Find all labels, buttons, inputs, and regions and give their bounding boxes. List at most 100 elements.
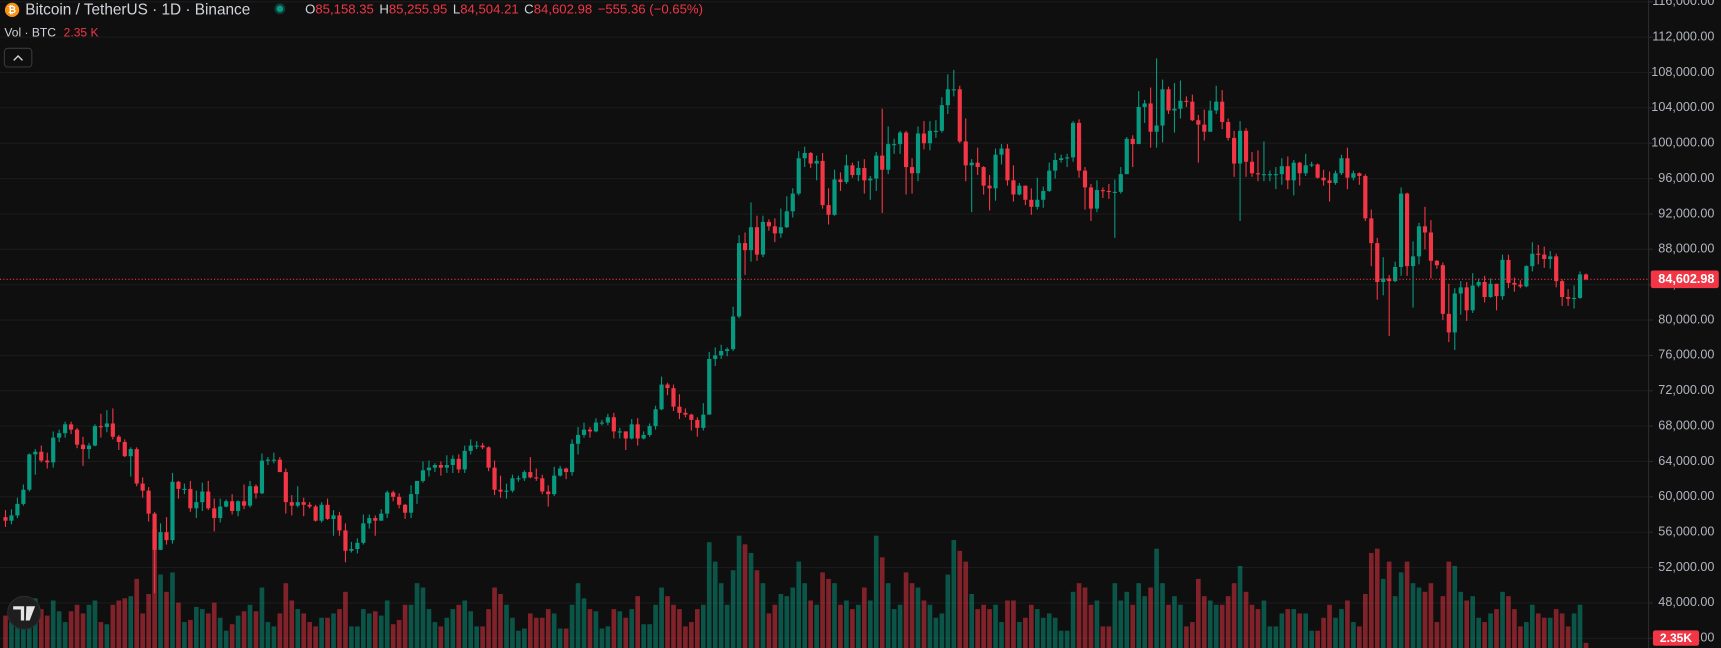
volume-bar	[1410, 583, 1416, 648]
volume-bar	[211, 602, 217, 648]
volume-bar	[205, 613, 211, 648]
volume-bar	[891, 609, 897, 648]
candle-body	[45, 460, 50, 463]
candle-body	[355, 542, 360, 549]
candle-body	[1267, 174, 1272, 176]
volume-bar	[879, 557, 885, 648]
candle-body	[307, 504, 312, 507]
volume-bar	[176, 602, 181, 648]
candle-body	[1440, 265, 1445, 314]
candle-body	[373, 518, 378, 521]
volume-bar	[1506, 596, 1511, 648]
candle-body	[599, 422, 604, 424]
volume-bar	[1368, 552, 1374, 648]
candle-body	[784, 211, 789, 228]
candle-body	[898, 132, 903, 145]
y-tick-label: 104,000.00	[1651, 100, 1714, 114]
volume-bar	[38, 609, 44, 648]
volume-bar	[921, 600, 927, 648]
volume-bar	[271, 626, 277, 648]
legend-value: 85,255.95	[389, 2, 448, 17]
volume-bar	[188, 619, 193, 648]
candle-body	[379, 513, 384, 521]
volume-bar	[748, 552, 754, 648]
volume-bar	[15, 626, 20, 648]
candle-body	[277, 459, 282, 473]
candle-body	[444, 465, 449, 468]
volume-bar	[277, 613, 283, 648]
candle-body	[1500, 259, 1505, 297]
volume-bar	[653, 604, 658, 648]
candle-body	[820, 160, 825, 206]
volume-bar	[158, 574, 163, 648]
volume-bar	[539, 617, 545, 648]
volume-bar	[1011, 600, 1016, 648]
volume-bar	[551, 613, 557, 648]
candle-body	[1476, 282, 1481, 286]
candle-body	[289, 502, 294, 506]
candle-body	[110, 423, 115, 437]
candle-body	[343, 530, 348, 551]
candle-body	[236, 501, 241, 511]
volume-bar	[337, 609, 342, 648]
volume-bar	[492, 587, 497, 648]
candle-body	[593, 422, 599, 432]
candle-body	[408, 494, 414, 513]
volume-bar	[826, 578, 831, 648]
y-tick-label: 76,000.00	[1658, 348, 1714, 362]
collapse-button[interactable]	[3, 47, 33, 68]
candle-body	[462, 450, 467, 470]
candle-body	[677, 406, 682, 413]
volume-bar	[796, 561, 802, 648]
y-tick-label: 72,000.00	[1658, 383, 1714, 397]
candle-body	[319, 504, 324, 521]
volume-value: 2.35 K	[64, 26, 99, 40]
volume-bar	[1446, 561, 1452, 648]
volume-bar	[557, 628, 563, 648]
volume-bar	[86, 604, 92, 648]
candle-body	[74, 429, 80, 445]
candle-body	[1232, 137, 1237, 164]
candle-body	[1488, 283, 1493, 298]
candle-body	[826, 205, 831, 215]
candle-body	[909, 167, 915, 174]
volume-bar	[1529, 604, 1535, 648]
volume-bar	[1422, 591, 1428, 648]
candle-body	[1166, 89, 1171, 111]
candle-body	[1351, 173, 1356, 178]
volume-legend: Vol · BTC 2.35 K	[4, 26, 98, 40]
volume-bar	[1285, 609, 1291, 648]
volume-bar	[259, 587, 265, 648]
candle-body	[504, 490, 509, 492]
candle-body	[176, 481, 181, 489]
volume-bar	[1297, 613, 1303, 648]
candle-body	[510, 478, 515, 491]
last-price-label: 84,602.98	[1658, 272, 1714, 286]
candle-body	[808, 152, 813, 164]
volume-bar	[98, 622, 104, 648]
volume-bar	[1231, 583, 1237, 648]
volume-bar	[1064, 630, 1070, 648]
candle-body	[1178, 100, 1183, 109]
volume-bar	[1046, 613, 1052, 648]
candle-body	[432, 465, 437, 468]
candle-body	[295, 502, 300, 506]
candle-body	[1548, 256, 1553, 260]
candle-body	[987, 185, 992, 189]
y-tick-label: 88,000.00	[1658, 242, 1714, 256]
volume-bar	[223, 630, 229, 648]
candle-body	[963, 141, 968, 166]
candle-body	[748, 227, 754, 251]
candle-body	[1536, 253, 1541, 255]
volume-bar	[778, 594, 784, 648]
candle-body	[1273, 174, 1278, 176]
candle-body	[868, 178, 873, 181]
candle-body	[21, 489, 26, 504]
candle-body	[218, 506, 223, 519]
volume-bar	[1267, 626, 1273, 648]
candle-body	[158, 532, 163, 550]
volume-bar	[1553, 609, 1559, 648]
volume-bar	[623, 617, 629, 648]
volume-bar	[182, 622, 187, 648]
volume-bar	[361, 609, 366, 648]
